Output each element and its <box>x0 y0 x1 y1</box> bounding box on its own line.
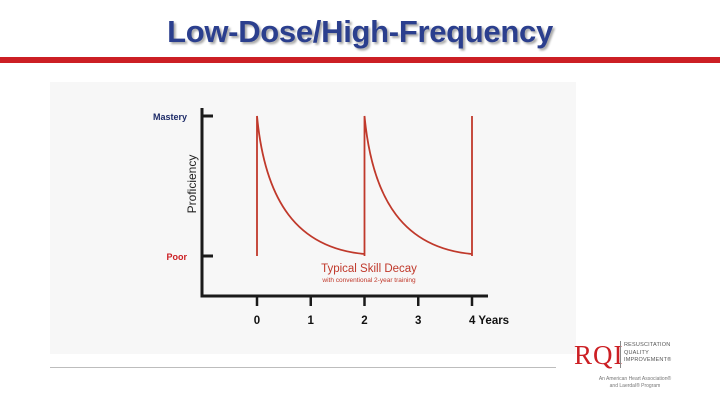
slide-title: Low-Dose/High-Frequency <box>167 14 553 49</box>
logo-tagline-1: An American Heart Association® <box>598 376 672 382</box>
annotation-title: Typical Skill Decay <box>321 263 417 275</box>
chart-axes <box>200 108 488 298</box>
logo-separator <box>620 341 621 368</box>
x-tick-label-4: 4 Years <box>469 315 509 327</box>
x-tick-label-1: 1 <box>308 315 315 327</box>
series-typical-skill-decay <box>256 115 473 256</box>
logo-line-1: RESUSCITATION <box>624 342 671 348</box>
chart-panel <box>50 82 576 354</box>
logo-letters: RQI <box>574 340 624 370</box>
logo-tagline: An American Heart Association® and Laerd… <box>574 376 696 390</box>
x-tick-label-0: 0 <box>254 315 260 327</box>
title-underline-bar <box>0 57 720 63</box>
logo-line-2: QUALITY <box>624 349 649 356</box>
annotation-subtitle: with conventional 2-year training <box>321 277 416 284</box>
logo-line-3: IMPROVEMENT® <box>624 357 672 363</box>
y-axis-label: Proficiency <box>185 155 199 214</box>
footer-divider <box>50 367 556 368</box>
logo-wordmark: RESUSCITATION QUALITY IMPROVEMENT® <box>624 342 671 365</box>
chart-ticks: Mastery Poor 0 1 2 3 4 Years <box>153 112 509 327</box>
y-tick-label-poor: Poor <box>166 252 187 262</box>
logo-tagline-2: and Laerdal® Program <box>609 383 661 389</box>
x-tick-label-3: 3 <box>415 315 421 327</box>
rqi-logo: RQI RESUSCITATION QUALITY IMPROVEMENT® A… <box>574 338 714 398</box>
y-tick-label-mastery: Mastery <box>153 112 187 122</box>
x-tick-label-2: 2 <box>361 315 367 327</box>
